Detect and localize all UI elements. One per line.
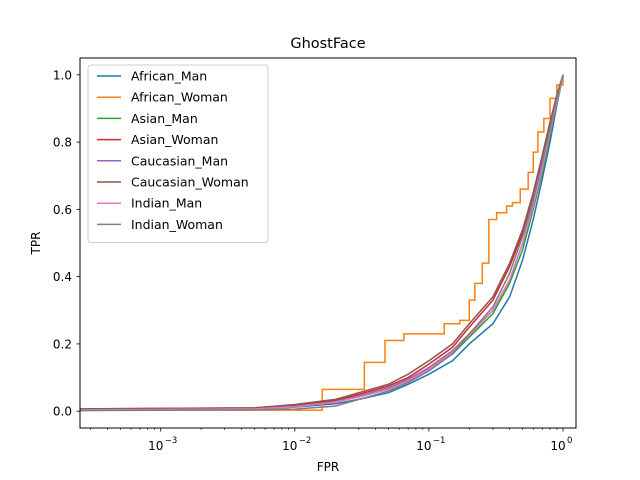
chart-title: GhostFace [290, 36, 365, 52]
x-tick-exponent: −2 [299, 436, 312, 446]
x-axis-label: FPR [317, 460, 339, 474]
legend-label: African_Woman [131, 90, 228, 105]
plot-area [80, 74, 564, 412]
y-tick-label: 1.0 [53, 68, 72, 82]
series-line-asian-woman [80, 74, 564, 410]
x-tick-label: 10 [550, 439, 565, 453]
legend-label: Asian_Man [131, 111, 198, 126]
x-tick-exponent: −1 [433, 436, 446, 446]
x-tick-label: 10 [282, 439, 297, 453]
x-tick-label: 10 [416, 439, 431, 453]
legend-label: Asian_Woman [131, 132, 218, 147]
legend-label: Caucasian_Woman [131, 175, 249, 190]
legend-label: Caucasian_Man [131, 153, 228, 168]
y-tick-label: 0.4 [53, 270, 72, 284]
series-line-indian-woman [80, 74, 564, 412]
y-tick-label: 0.8 [53, 136, 72, 150]
y-tick-label: 0.2 [53, 337, 72, 351]
y-axis-label: TPR [29, 232, 43, 256]
x-tick-label: 10 [148, 439, 163, 453]
y-axis-ticks: 0.0 0.2 0.4 0.6 0.8 1.0 [53, 68, 80, 419]
x-axis-ticks: 10 −3 10 −2 10 −1 10 0 [90, 428, 572, 453]
x-tick-exponent: 0 [567, 436, 572, 446]
axes-frame [79, 57, 577, 429]
legend: African_Man African_Woman Asian_Man Asian_W… [87, 64, 269, 244]
legend-label: African_Man [131, 69, 207, 84]
series-line-african-woman [80, 74, 564, 411]
legend-label: Indian_Woman [131, 217, 223, 232]
x-tick-exponent: −3 [165, 436, 178, 446]
series-line-caucasian-woman [80, 74, 564, 410]
y-tick-label: 0.6 [53, 203, 72, 217]
legend-box [87, 64, 269, 244]
y-tick-label: 0.0 [53, 405, 72, 419]
legend-label: Indian_Man [131, 196, 202, 211]
series-line-african-man [80, 74, 564, 412]
